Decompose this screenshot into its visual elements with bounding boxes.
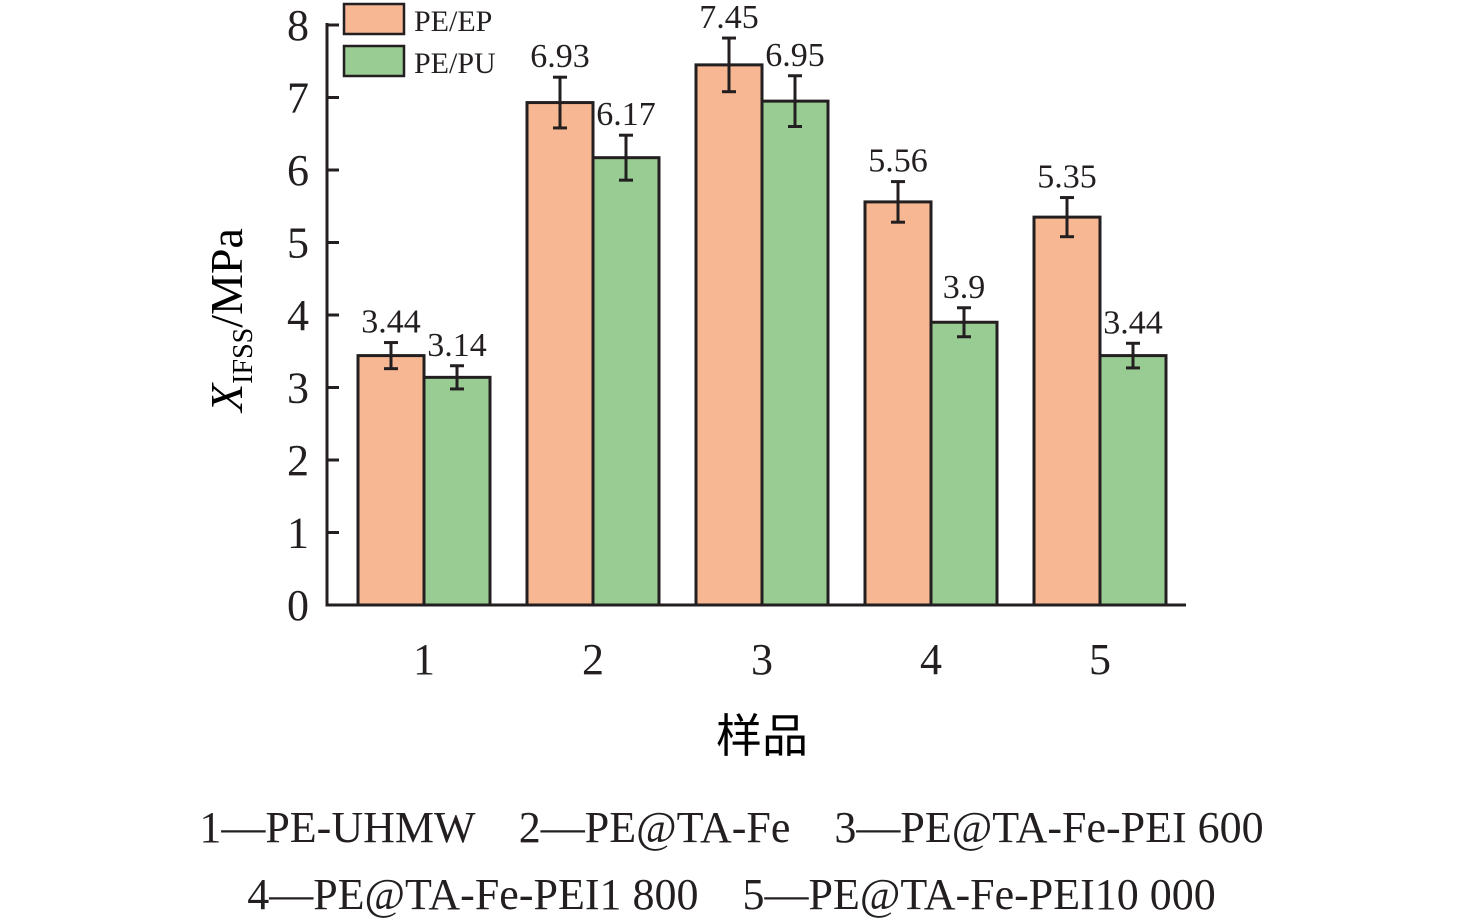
legend: PE/EP PE/PU: [342, 2, 496, 80]
x-tick-label-4: 4: [920, 635, 942, 684]
data-label-series2-cat1: 3.14: [427, 327, 487, 364]
y-axis-title-subscript: IFSS: [228, 328, 259, 384]
error-bar-series2-cat4: [957, 306, 971, 339]
y-tick-label-5: 5: [287, 219, 309, 268]
error-bar-series1-cat4: [891, 180, 905, 224]
y-tick-label-4: 4: [287, 291, 309, 340]
y-tick-label-2: 2: [287, 436, 309, 485]
data-label-series2-cat4: 3.9: [943, 269, 986, 306]
bar-series1-cat3: [694, 63, 764, 607]
legend-label-pe-ep: PE/EP: [414, 5, 492, 38]
y-axis-title-symbol: X: [201, 382, 252, 414]
caption-line-2: 4—PE@TA-Fe-PEI1 800 5—PE@TA-Fe-PEI10 000: [247, 870, 1216, 919]
y-tick-label-8: 8: [287, 1, 309, 50]
y-tick-label-1: 1: [287, 509, 309, 558]
caption-line-1: 1—PE-UHMW 2—PE@TA-Fe 3—PE@TA-Fe-PEI 600: [199, 803, 1264, 852]
data-label-series2-cat2: 6.17: [596, 96, 656, 133]
x-tick-label-3: 3: [751, 635, 773, 684]
bar-series2-cat3: [760, 99, 830, 607]
legend-label-pe-pu: PE/PU: [414, 47, 496, 80]
x-axis-title: 样品: [716, 711, 808, 762]
y-tick-label-6: 6: [287, 146, 309, 195]
data-label-series1-cat1: 3.44: [361, 304, 421, 341]
y-tick-label-3: 3: [287, 364, 309, 413]
error-bar-series2-cat5: [1126, 341, 1140, 370]
legend-swatch-pe-ep: [342, 2, 406, 36]
data-labels-layer: 3.44 6.93 7.45 5.56 5.35 3.14 6.17 6.95 3.9 3.44: [361, 0, 1163, 364]
error-bar-series1-cat3: [722, 36, 736, 94]
data-label-series1-cat4: 5.56: [868, 143, 928, 180]
data-label-series2-cat3: 6.95: [765, 37, 825, 74]
bar-series2-cat2: [591, 156, 661, 607]
bar-series1-cat1: [356, 354, 426, 607]
bar-series2-cat4: [929, 320, 999, 607]
error-bar-series2-cat3: [788, 74, 802, 128]
y-tick-label-0: 0: [287, 581, 309, 630]
axes-layer: 0 1 2 3 4 5 6 7 8 1 2 3 4 5: [287, 1, 1186, 684]
bar-series2-cat5: [1098, 354, 1168, 607]
x-tick-label-2: 2: [582, 635, 604, 684]
data-label-series1-cat5: 5.35: [1037, 159, 1097, 196]
error-bar-series1-cat1: [384, 341, 398, 371]
y-axis-title-unit: /MPa: [201, 228, 252, 328]
bar-series1-cat5: [1032, 215, 1102, 607]
x-tick-label-1: 1: [413, 635, 435, 684]
error-bar-series2-cat2: [619, 133, 633, 182]
error-bars-layer: [384, 36, 1140, 391]
y-tick-label-7: 7: [287, 74, 309, 123]
legend-swatch-pe-pu: [342, 44, 406, 78]
error-bar-series1-cat2: [553, 75, 567, 130]
x-tick-label-5: 5: [1089, 635, 1111, 684]
error-bar-series2-cat1: [450, 364, 464, 391]
bar-series2-cat1: [422, 375, 492, 607]
data-label-series2-cat5: 3.44: [1103, 304, 1163, 341]
data-label-series1-cat2: 6.93: [530, 38, 590, 75]
bar-series1-cat2: [525, 101, 595, 607]
error-bar-series1-cat5: [1060, 196, 1074, 239]
data-label-series1-cat3: 7.45: [699, 0, 759, 36]
bar-series1-cat4: [863, 200, 933, 607]
y-axis-title: XIFSS/MPa: [201, 228, 259, 414]
